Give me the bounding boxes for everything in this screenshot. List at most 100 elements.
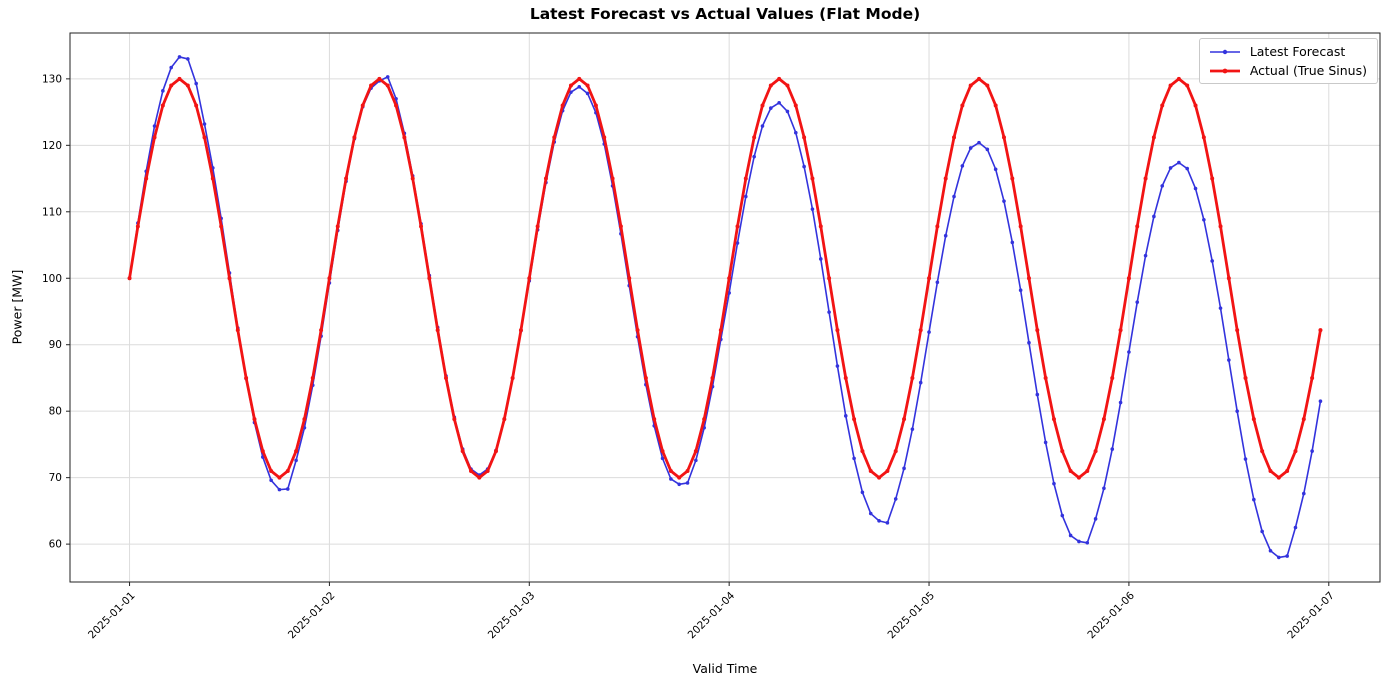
- actual-point: [1260, 449, 1265, 454]
- forecast-point: [810, 207, 815, 211]
- actual-point: [1210, 176, 1215, 181]
- actual-point: [910, 375, 915, 380]
- forecast-point: [1301, 491, 1306, 496]
- actual-point: [369, 83, 374, 88]
- actual-point: [893, 449, 898, 454]
- actual-point: [835, 328, 840, 333]
- forecast-point: [1168, 166, 1173, 170]
- actual-point: [1135, 224, 1140, 229]
- actual-point: [860, 449, 865, 454]
- forecast-point: [1018, 288, 1023, 293]
- forecast-point: [177, 55, 182, 59]
- forecast-point: [760, 124, 765, 128]
- actual-point: [1051, 417, 1056, 422]
- actual-point: [419, 224, 424, 229]
- y-tick-label: 110: [42, 206, 62, 218]
- actual-point: [1035, 328, 1040, 333]
- actual-point: [577, 76, 582, 81]
- actual-point: [202, 135, 207, 140]
- actual-point: [1193, 103, 1198, 108]
- forecast-point: [1027, 340, 1031, 345]
- forecast-point: [1185, 166, 1190, 171]
- actual-point: [585, 83, 590, 88]
- actual-point: [152, 135, 157, 140]
- actual-point: [1276, 475, 1281, 480]
- forecast-point: [918, 380, 923, 385]
- x-axis-label: Valid Time: [692, 661, 758, 676]
- actual-point: [185, 83, 190, 88]
- actual-point: [760, 103, 765, 108]
- y-tick-label: 60: [49, 539, 62, 551]
- actual-point: [535, 224, 540, 229]
- forecast-point: [744, 194, 748, 199]
- forecast-point: [1085, 540, 1090, 545]
- forecast-point: [1293, 525, 1298, 530]
- forecast-point: [1093, 517, 1098, 521]
- y-axis-label: Power [MW]: [9, 269, 25, 345]
- actual-point: [327, 276, 332, 281]
- actual-point: [843, 375, 848, 380]
- actual-point: [1243, 375, 1248, 380]
- actual-point: [452, 417, 457, 422]
- forecast-point: [885, 521, 890, 525]
- forecast-point: [1160, 184, 1165, 188]
- forecast-point: [1227, 358, 1231, 362]
- x-tick-label: 2025-01-02: [286, 590, 338, 642]
- forecast-point: [852, 456, 856, 461]
- actual-point: [1076, 475, 1081, 480]
- actual-point: [1101, 417, 1106, 422]
- actual-point: [1151, 135, 1156, 140]
- actual-point: [468, 469, 473, 474]
- forecast-point: [1110, 447, 1115, 451]
- actual-point: [1126, 276, 1131, 281]
- actual-point: [743, 176, 748, 181]
- actual-point: [1043, 375, 1048, 380]
- actual-point: [427, 276, 432, 281]
- forecast-point: [669, 477, 673, 481]
- actual-point: [402, 135, 407, 140]
- actual-point: [693, 449, 698, 454]
- actual-point: [310, 375, 315, 380]
- actual-point: [818, 224, 823, 229]
- legend: Latest Forecast Actual (True Sinus): [1198, 38, 1378, 84]
- actual-point: [227, 276, 232, 281]
- forecast-point: [902, 466, 906, 471]
- forecast-point: [843, 414, 848, 418]
- actual-point: [543, 176, 548, 181]
- actual-point: [502, 417, 507, 422]
- forecast-point: [161, 89, 165, 93]
- forecast-point: [960, 164, 965, 168]
- actual-point: [1093, 449, 1098, 454]
- forecast-point: [968, 146, 973, 150]
- actual-point: [1185, 83, 1190, 88]
- actual-point: [643, 375, 648, 380]
- actual-point: [377, 76, 382, 81]
- actual-point: [810, 176, 815, 181]
- actual-point: [1026, 276, 1031, 281]
- actual-point: [993, 103, 998, 108]
- forecast-point: [1077, 539, 1081, 544]
- actual-point: [1318, 328, 1323, 333]
- y-tick-label: 70: [49, 472, 62, 484]
- actual-point: [460, 449, 465, 454]
- forecast-point: [769, 106, 773, 110]
- actual-point: [768, 83, 773, 88]
- forecast-point: [1202, 217, 1206, 222]
- forecast-point: [827, 310, 831, 314]
- actual-point: [885, 469, 890, 474]
- forecast-point: [186, 57, 190, 61]
- actual-point: [868, 469, 873, 474]
- forecast-point: [1143, 253, 1148, 258]
- forecast-point: [752, 154, 756, 159]
- actual-point: [977, 76, 982, 81]
- actual-point: [560, 103, 565, 108]
- actual-point: [127, 276, 132, 281]
- actual-point: [1001, 135, 1006, 140]
- actual-point: [943, 176, 948, 181]
- forecast-point: [993, 167, 998, 172]
- actual-point: [1251, 417, 1256, 422]
- forecast-point: [1193, 186, 1198, 191]
- forecast-point: [577, 85, 582, 89]
- actual-point: [877, 475, 882, 480]
- forecast-point: [777, 100, 781, 105]
